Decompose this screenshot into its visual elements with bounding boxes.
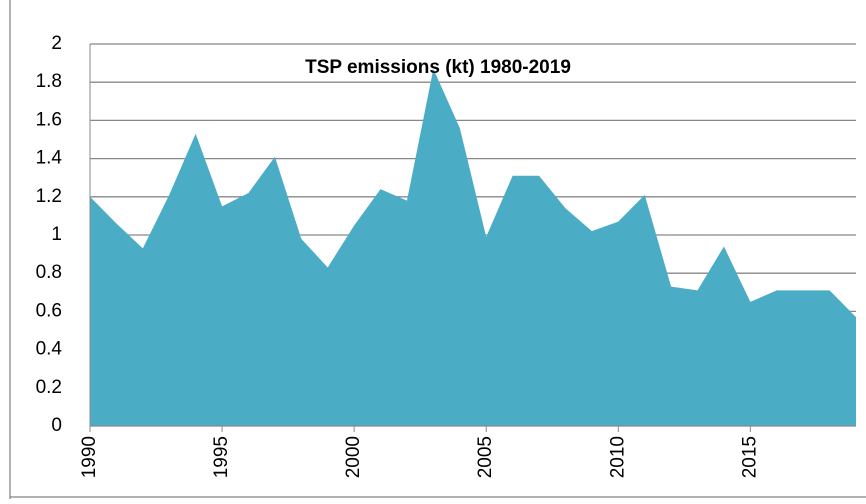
y-tick-label: 0.6 — [36, 300, 62, 321]
y-tick-label: 0 — [51, 415, 62, 436]
chart-title: TSP emissions (kt) 1980-2019 — [305, 57, 571, 78]
x-tick-label: 2005 — [475, 436, 496, 478]
y-tick-label: 1.4 — [36, 148, 63, 169]
x-tick-label: 2015 — [739, 436, 760, 478]
x-tick-label: 1995 — [211, 436, 232, 478]
y-tick-label: 1.2 — [36, 186, 62, 207]
y-tick-label: 1.8 — [36, 71, 62, 92]
y-tick-label: 1 — [51, 224, 62, 245]
area — [90, 68, 856, 426]
x-tick-label: 1990 — [79, 436, 100, 478]
y-tick-label: 0.4 — [36, 339, 63, 360]
y-tick-label: 0.8 — [36, 262, 62, 283]
y-tick-label: 1.6 — [36, 109, 62, 130]
y-tick-label: 0.2 — [36, 377, 62, 398]
y-tick-label: 2 — [51, 33, 62, 54]
x-tick-label: 2010 — [607, 436, 628, 478]
x-tick-label: 2000 — [343, 436, 364, 478]
